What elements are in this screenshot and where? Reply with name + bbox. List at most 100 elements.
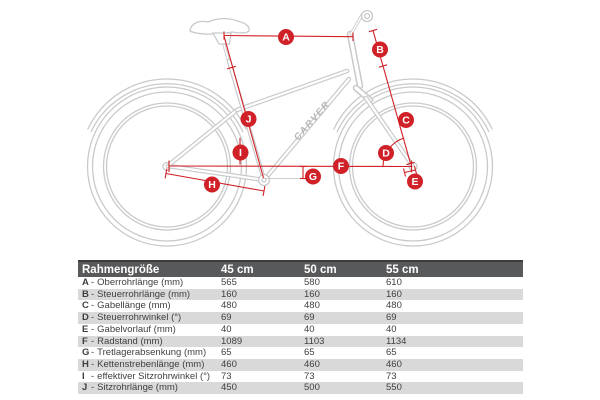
size-value: 1089 [221,335,243,347]
size-value: 65 [386,347,397,359]
measure-label-h: H [204,176,220,193]
measure-line-wheelbase [168,160,413,173]
row-separator: - [91,277,95,288]
size-value: 480 [221,300,237,312]
svg-text:G: G [309,171,317,183]
size-value: 480 [386,300,402,312]
row-label: Gabelvorlauf (mm) [97,323,176,335]
table-row: I - effektiver Sitzrohrwinkel (°) 73 73 73 [78,371,523,383]
measure-line-seat-tube [223,35,265,179]
size-value: 40 [386,323,397,335]
row-separator: - [91,370,95,382]
row-label: Oberrohrlänge (mm) [97,277,184,288]
size-value: 40 [221,323,232,335]
row-name: H - Kettenstrebenlänge (mm) [78,359,217,371]
size-value: 610 [386,277,402,288]
row-name: I - effektiver Sitzrohrwinkel (°) [78,371,217,383]
row-letter: I [82,370,85,382]
table-row: E - Gabelvorlauf (mm) 40 40 40 [78,324,523,336]
row-name: E - Gabelvorlauf (mm) [78,324,217,336]
measure-label-a: A [278,29,294,45]
size-value: 1134 [386,335,407,347]
size-value: 565 [221,277,237,288]
svg-text:H: H [208,179,216,191]
rear-wheel [86,78,248,247]
table-row: C - Gabellänge (mm) 480 480 480 [78,300,523,312]
row-separator: - [91,358,95,370]
size-value: 73 [304,370,315,382]
measure-bb-drop [300,165,306,180]
svg-text:A: A [282,32,290,44]
row-name: F - Radstand (mm) [78,336,217,348]
size-value: 65 [304,347,315,359]
size-value: 40 [304,323,315,335]
table-header-row: Rahmengröße 45 cm 50 cm 55 cm [78,260,523,277]
svg-text:B: B [376,44,384,56]
row-label: Kettenstrebenlänge (mm) [97,358,205,370]
header-size-50: 50 cm [300,260,382,277]
table-row: J - Sitzrohrlänge (mm) 450 500 550 [78,382,523,395]
row-label: effektiver Sitzrohrwinkel (°) [97,370,211,382]
table-row: A - Oberrohrlänge (mm) 565 580 610 [78,277,523,289]
row-letter: F [82,335,88,347]
row-letter: G [82,347,90,359]
measure-label-e: E [407,173,423,190]
svg-text:F: F [338,161,345,173]
header-frame-size: Rahmengröße [78,260,217,277]
svg-text:J: J [246,114,252,126]
row-name: G - Tretlagerabsenkung (mm) [78,347,217,359]
row-label: Gabellänge (mm) [97,300,171,312]
measure-label-b: B [372,41,388,58]
row-letter: D [82,312,89,324]
brand-logo: CARVER [292,99,333,143]
size-value: 500 [304,382,320,394]
svg-text:E: E [411,176,418,188]
measure-label-g: G [305,168,321,185]
bike-geometry-diagram: CARVER [86,9,494,247]
measure-label-i: I [232,144,249,161]
size-value: 460 [386,358,402,370]
measure-label-d: D [378,145,394,161]
header-size-45: 45 cm [217,260,300,277]
size-value: 69 [221,312,232,324]
measure-label-c: C [398,112,414,128]
size-value: 450 [221,382,237,394]
row-separator: - [91,288,95,300]
size-value: 160 [304,288,320,300]
table-row: D - Steuerrohrwinkel (°) 69 69 69 [78,312,523,324]
measure-fork-offset [402,165,418,177]
row-label: Steuerrohrwinkel (°) [97,312,182,324]
row-name: D - Steuerrohrwinkel (°) [78,312,217,324]
fork [352,84,415,168]
size-value: 73 [221,370,232,382]
svg-text:D: D [382,148,390,160]
size-value: 1103 [304,335,325,347]
size-table-body: A - Oberrohrlänge (mm) 565 580 610 B - Steuerroh… [78,277,523,395]
row-label: Tretlagerabsenkung (mm) [97,347,207,359]
row-separator: - [91,300,95,312]
row-letter: C [82,300,89,312]
size-value: 550 [386,382,402,394]
row-name: A - Oberrohrlänge (mm) [78,277,217,289]
size-value: 65 [221,347,232,359]
saddle [189,17,250,45]
header-size-55: 55 cm [382,260,523,277]
size-value: 460 [221,358,237,370]
size-value: 73 [386,370,397,382]
row-letter: H [82,358,89,370]
row-letter: E [82,323,89,335]
row-name: J - Sitzrohrlänge (mm) [78,382,217,394]
row-separator: - [91,335,95,347]
row-label: Steuerrohrlänge (mm) [97,288,191,300]
row-name: B - Steuerrohrlänge (mm) [78,289,217,301]
front-wheel [332,78,494,247]
table-row: B - Steuerrohrlänge (mm) 160 160 160 [78,288,523,301]
row-letter: B [82,288,89,300]
svg-text:I: I [239,147,242,159]
row-separator: - [91,312,95,324]
row-label: Sitzrohrlänge (mm) [97,382,178,394]
row-label: Radstand (mm) [97,335,163,347]
svg-text:C: C [402,115,410,127]
bottom-bracket [257,173,271,187]
